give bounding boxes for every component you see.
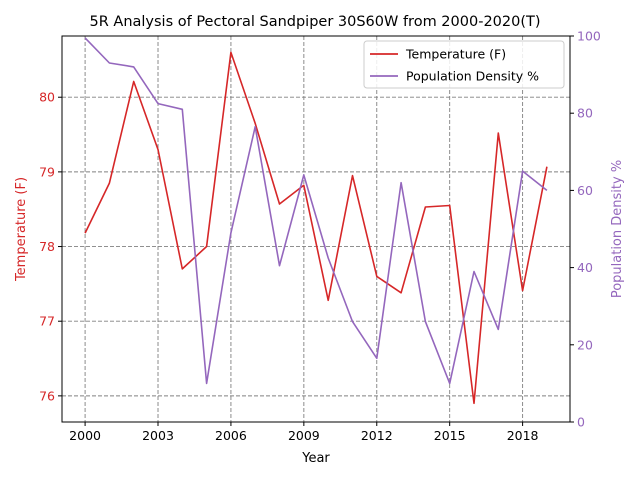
legend-label-population-density: Population Density % — [406, 69, 539, 84]
x-axis-title: Year — [301, 451, 330, 466]
left-y-axis: 76 77 78 79 80 — [39, 90, 62, 403]
x-tick-label: 2009 — [288, 428, 320, 443]
legend-box — [363, 40, 565, 89]
left-tick-label: 79 — [39, 164, 55, 179]
right-y-axis-title: Population Density % — [610, 160, 625, 298]
series-line-temperature — [84, 51, 548, 405]
left-tick-label: 77 — [39, 314, 55, 329]
right-tick-label: 40 — [577, 260, 593, 275]
right-tick-label: 100 — [577, 29, 601, 44]
x-tick-label: 2012 — [361, 428, 393, 443]
legend-label-temperature: Temperature (F) — [405, 47, 506, 62]
right-tick-label: 20 — [577, 337, 593, 352]
right-tick-label: 60 — [577, 183, 593, 198]
left-tick-label: 80 — [39, 90, 55, 105]
x-tick-label: 2000 — [69, 428, 101, 443]
chart-title: 5R Analysis of Pectoral Sandpiper 30S60W… — [89, 14, 540, 30]
left-tick-label: 76 — [39, 388, 55, 403]
right-tick-label: 80 — [577, 106, 593, 121]
x-tick-label: 2006 — [215, 428, 247, 443]
series-lines — [84, 37, 548, 405]
left-y-axis-title: Temperature (F) — [14, 177, 29, 282]
series-line-population-density — [84, 37, 548, 385]
left-tick-label: 78 — [39, 239, 55, 254]
x-tick-label: 2015 — [434, 428, 466, 443]
x-axis: 2000 2003 2006 2009 2012 2015 2018 — [69, 422, 539, 443]
right-tick-label: 0 — [577, 415, 585, 430]
legend: Temperature (F) Population Density % — [363, 40, 565, 89]
right-y-axis: 0 20 40 60 80 100 — [570, 29, 601, 430]
x-tick-label: 2003 — [142, 428, 174, 443]
x-tick-label: 2018 — [507, 428, 539, 443]
plot-area-frame — [61, 35, 571, 423]
